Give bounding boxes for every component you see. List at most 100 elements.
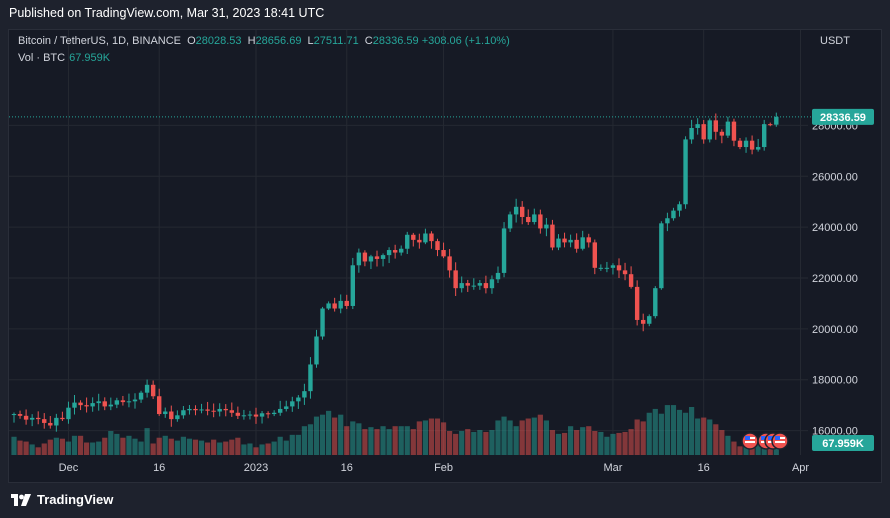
volume-bar — [531, 417, 537, 455]
volume-bar — [374, 429, 380, 455]
volume-bar — [71, 435, 78, 455]
volume-bar — [416, 421, 422, 455]
candle-body — [157, 396, 162, 415]
candle-body — [634, 286, 640, 320]
volume-bar — [676, 409, 683, 455]
date-tick-label: 16 — [341, 462, 353, 474]
high-key: H — [247, 35, 256, 47]
volume-label: Vol · BTC — [18, 52, 66, 64]
candle-body — [743, 140, 749, 148]
volume-bar — [295, 434, 301, 455]
volume-bar — [640, 421, 646, 455]
date-tick-label: Feb — [434, 462, 453, 474]
candle-body — [84, 405, 89, 407]
candle-body — [78, 402, 83, 406]
volume-bar — [543, 420, 549, 455]
candle-body — [60, 417, 65, 420]
volume-bar — [719, 430, 725, 455]
candle-body — [120, 400, 126, 403]
tradingview-logo[interactable]: TradingView — [10, 492, 113, 507]
volume-bar — [344, 426, 350, 455]
volume-bar — [168, 438, 174, 455]
volume-bar — [380, 426, 386, 455]
candle-body — [235, 412, 241, 416]
candle-body — [253, 414, 259, 417]
volume-bar — [386, 429, 392, 455]
candle-body — [36, 417, 41, 420]
price-tick-label: 22000.00 — [812, 273, 858, 285]
volume-bar — [507, 420, 513, 455]
candle-body — [314, 336, 319, 365]
close-value: 28336.59 — [372, 35, 419, 47]
candle-body — [483, 283, 489, 289]
candle-body — [66, 407, 71, 420]
volume-bar — [180, 436, 186, 455]
change-value: +308.06 (+1.10%) — [421, 35, 510, 47]
volume-bar — [670, 405, 677, 455]
date-tick-label: 2023 — [244, 462, 268, 474]
volume-bar — [519, 420, 525, 455]
date-tick-label: 16 — [153, 462, 165, 474]
candle-body — [11, 414, 17, 416]
low-value: 27511.71 — [313, 35, 359, 47]
candle-body — [132, 399, 138, 402]
candle-body — [604, 267, 610, 269]
candle-body — [392, 250, 398, 253]
candle-body — [749, 140, 755, 150]
volume-bar — [616, 432, 622, 455]
candle-body — [23, 415, 29, 420]
candle-body — [568, 239, 573, 243]
volume-bar — [198, 440, 205, 455]
volume-bar — [17, 440, 23, 455]
volume-bar — [319, 414, 326, 455]
volume-bar — [174, 440, 180, 455]
candle-body — [562, 238, 567, 243]
candle-body — [755, 147, 761, 150]
published-caption: Published on TradingView.com, Mar 31, 20… — [9, 6, 325, 20]
candle-body — [592, 242, 597, 268]
volume-bar — [114, 433, 120, 455]
volume-bar — [713, 424, 719, 455]
volume-bar — [652, 408, 658, 455]
flag-canton — [761, 436, 766, 440]
candle-body — [586, 237, 591, 243]
symbol-legend: Bitcoin / TetherUS, 1D, BINANCE O28028.5… — [18, 35, 510, 47]
volume-bar — [126, 435, 132, 455]
candle-body — [102, 401, 107, 407]
candle-body — [90, 403, 95, 407]
volume-bar — [628, 429, 634, 455]
candle-body — [217, 408, 222, 412]
volume-bar — [707, 419, 713, 455]
candle-body — [344, 300, 349, 306]
candle-body — [641, 319, 646, 324]
candle-body — [199, 409, 204, 411]
candle-body — [768, 124, 773, 126]
volume-bar — [392, 426, 398, 455]
candle-body — [417, 239, 422, 243]
volume-bar — [743, 443, 749, 455]
candle-body — [477, 283, 483, 286]
volume-bar — [65, 441, 72, 455]
volume-bar — [568, 426, 574, 455]
low-key: L — [307, 35, 314, 47]
volume-bar — [561, 432, 568, 455]
candle-body — [175, 415, 180, 420]
volume-bar — [604, 436, 610, 455]
volume-bar — [259, 444, 265, 455]
volume-bar — [471, 431, 477, 455]
symbol-name[interactable]: Bitcoin / TetherUS, 1D, BINANCE — [18, 35, 182, 47]
volume-bar — [537, 414, 543, 455]
candle-body — [374, 256, 380, 259]
volume-bar — [289, 434, 295, 455]
flag-stripe — [745, 441, 755, 443]
candle-body — [762, 124, 767, 148]
volume-bar — [525, 418, 531, 455]
currency-label: USDT — [820, 35, 850, 47]
volume-bar — [47, 439, 53, 455]
candle-body — [48, 422, 53, 426]
volume-bar — [356, 423, 362, 455]
candle-body — [580, 237, 585, 249]
candle-body — [144, 384, 150, 393]
volume-bar — [368, 427, 374, 455]
